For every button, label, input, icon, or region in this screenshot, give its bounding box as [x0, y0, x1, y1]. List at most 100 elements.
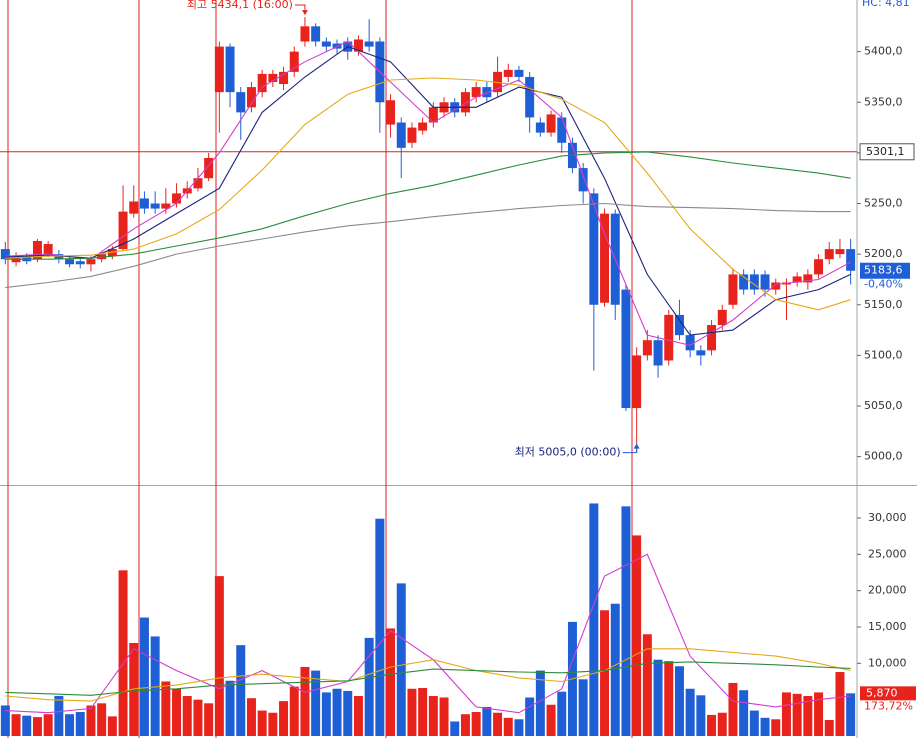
volume-bar: [32, 717, 42, 736]
volume-bar: [707, 714, 717, 736]
volume-bar: [407, 688, 417, 736]
candle-body: [193, 178, 203, 189]
candle-body: [43, 244, 53, 255]
candle-body: [460, 92, 470, 113]
volume-bar: [150, 636, 160, 736]
volume-bar: [289, 686, 299, 736]
volume-bar: [514, 719, 524, 736]
volume-bar: [214, 576, 224, 736]
candle-body: [846, 249, 856, 271]
candle-body: [353, 39, 363, 52]
candle-body: [268, 73, 278, 83]
volume-bar: [257, 710, 267, 736]
candle-body: [535, 122, 545, 133]
volume-bar: [75, 712, 85, 736]
candle-body: [54, 254, 64, 260]
candle-body: [396, 122, 406, 148]
candle-body: [246, 87, 256, 108]
candle-body: [471, 87, 481, 98]
volume-bar: [503, 717, 513, 736]
volume-bar: [204, 703, 214, 736]
last-volume-label: 5,870: [866, 686, 898, 699]
corner-text: HC: 4,81: [862, 0, 910, 9]
volume-bar: [343, 690, 353, 736]
volume-bar: [589, 503, 599, 736]
candle-body: [86, 259, 96, 265]
volume-bar: [353, 696, 363, 736]
volume-tick-label: 30,000: [868, 511, 907, 524]
volume-bar: [771, 719, 781, 736]
volume-bar: [172, 688, 182, 736]
candle-body: [65, 259, 75, 265]
candle-body: [161, 203, 171, 209]
candle-body: [236, 92, 246, 113]
candle-body: [632, 355, 642, 409]
crosshair-label: 5301,1: [866, 145, 905, 158]
candle-body: [0, 249, 10, 260]
y-tick-label: 5400,0: [864, 45, 903, 58]
volume-bar: [225, 680, 235, 736]
volume-bar: [428, 696, 438, 736]
candle-body: [311, 26, 321, 42]
volume-bar: [43, 714, 53, 736]
volume-bar: [375, 518, 385, 736]
high-arrowhead: [301, 10, 308, 16]
candle-body: [696, 350, 706, 356]
volume-bar: [182, 696, 192, 736]
volume-bar: [396, 583, 406, 736]
candle-body: [407, 127, 417, 143]
candle-body: [685, 335, 695, 351]
candle-body: [503, 69, 513, 77]
candle-body: [760, 274, 770, 290]
volume-bar: [0, 705, 10, 736]
volume-bar: [332, 688, 342, 736]
volume-bar: [279, 701, 289, 736]
volume-bar: [578, 679, 588, 736]
candle-body: [728, 274, 738, 305]
candle-body: [386, 100, 396, 125]
volume-bar: [642, 634, 652, 736]
volume-bar: [460, 714, 470, 736]
candle-body: [835, 249, 845, 255]
volume-bar: [97, 703, 107, 736]
candle-body: [739, 274, 749, 290]
volume-bar: [685, 688, 695, 736]
volume-bar: [139, 617, 149, 736]
low-arrowhead: [633, 443, 640, 449]
y-tick-label: 5050,0: [864, 399, 903, 412]
ma-line: [5, 202, 851, 289]
volume-bar: [311, 670, 321, 736]
volume-bar: [118, 570, 128, 736]
candle-body: [621, 289, 631, 409]
volume-bar: [364, 637, 374, 736]
candle-body: [717, 309, 727, 326]
volume-bar: [525, 697, 535, 736]
candle-body: [653, 340, 663, 366]
candle-body: [589, 193, 599, 305]
volume-bar: [846, 693, 856, 736]
candle-body: [578, 168, 588, 192]
volume-bar: [129, 642, 139, 736]
volume-bar: [22, 715, 32, 736]
volume-bar: [193, 699, 203, 736]
candle-body: [792, 276, 802, 283]
volume-bar: [386, 628, 396, 736]
volume-bar: [653, 659, 663, 736]
volume-tick-label: 20,000: [868, 584, 907, 597]
volume-bar: [610, 603, 620, 736]
volume-bar: [86, 705, 96, 736]
candle-body: [428, 107, 438, 123]
candle-body: [674, 314, 684, 336]
candle-body: [803, 274, 813, 283]
last-volume-box: [860, 686, 916, 701]
candle-body: [118, 211, 128, 250]
volume-bar: [814, 692, 824, 736]
volume-bar: [739, 690, 749, 736]
y-tick-label: 5150,0: [864, 298, 903, 311]
y-tick-label: 5000,0: [864, 450, 903, 463]
volume-bar: [803, 696, 813, 736]
candle-body: [139, 198, 149, 209]
volume-ma-line: [5, 648, 851, 702]
volume-bar: [11, 714, 21, 736]
